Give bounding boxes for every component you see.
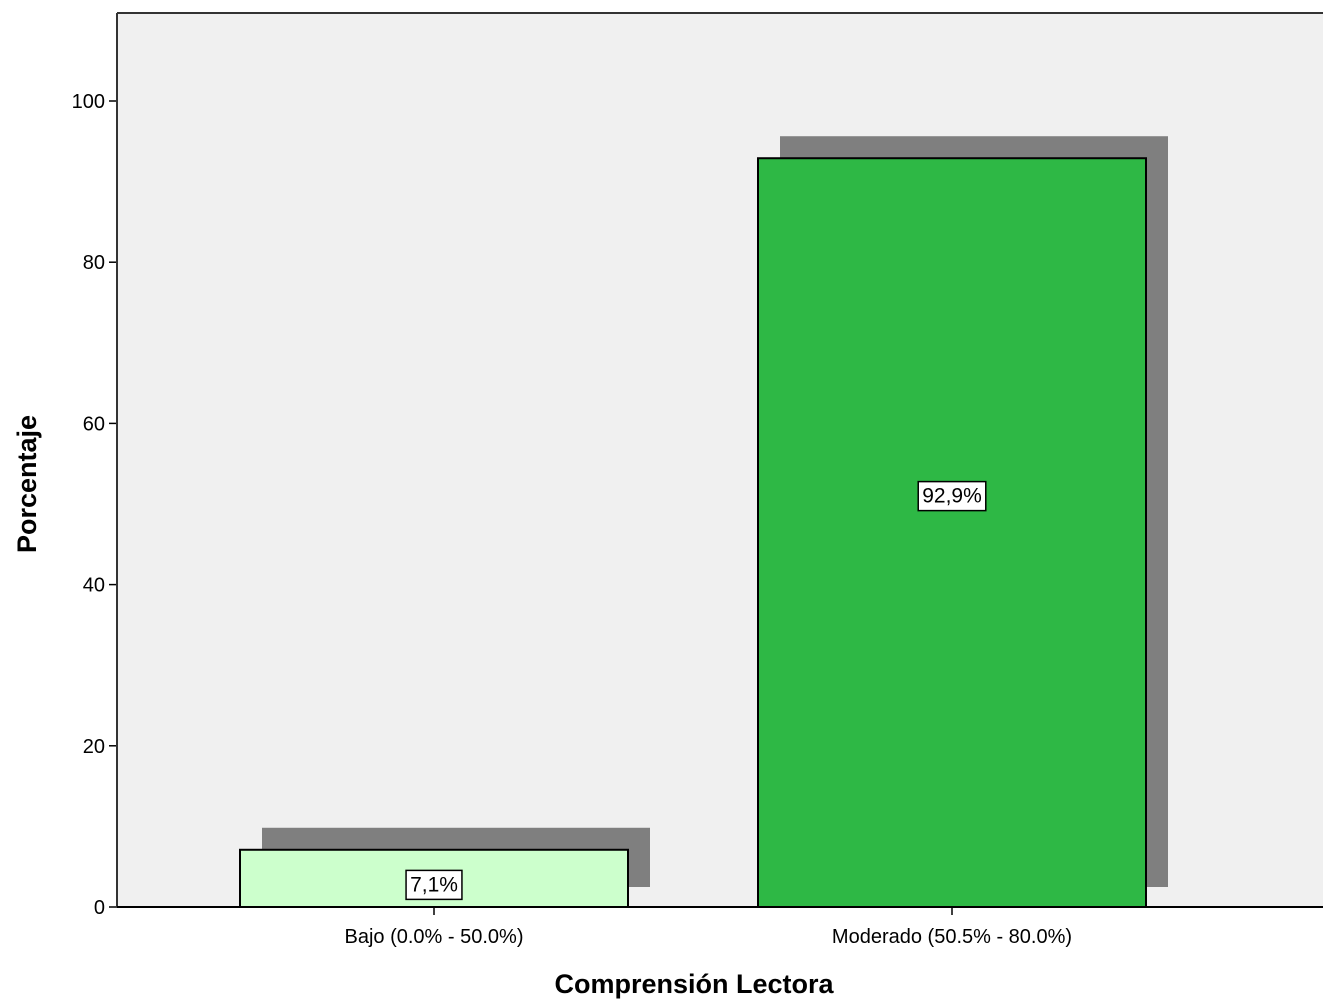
x-category-label: Moderado (50.5% - 80.0%) xyxy=(832,926,1072,948)
data-label-group: 92,9% xyxy=(917,480,987,512)
data-label-box xyxy=(405,869,463,901)
data-labels: 7,1% 92,9% xyxy=(405,480,987,901)
y-tick-label: 40 xyxy=(83,575,105,597)
x-axis-title: Comprensión Lectora xyxy=(554,969,834,999)
y-tick-label: 20 xyxy=(83,736,105,758)
data-label-box xyxy=(917,480,987,512)
y-tick-label: 0 xyxy=(94,897,105,919)
y-axis-title: Porcentaje xyxy=(12,415,42,553)
data-label: 7,1% xyxy=(410,873,458,896)
y-axis-ticks: 0 20 40 60 80 100 xyxy=(72,91,117,919)
y-tick-label: 100 xyxy=(72,91,105,113)
y-tick-label: 60 xyxy=(83,413,105,435)
data-label: 92,9% xyxy=(922,485,982,508)
data-label-group: 7,1% xyxy=(405,869,463,901)
x-category-label: Bajo (0.0% - 50.0%) xyxy=(345,926,524,948)
x-axis-category-labels: Bajo (0.0% - 50.0%) Moderado (50.5% - 80.… xyxy=(345,907,1072,948)
y-tick-label: 80 xyxy=(83,252,105,274)
bar-moderado xyxy=(757,157,1147,908)
